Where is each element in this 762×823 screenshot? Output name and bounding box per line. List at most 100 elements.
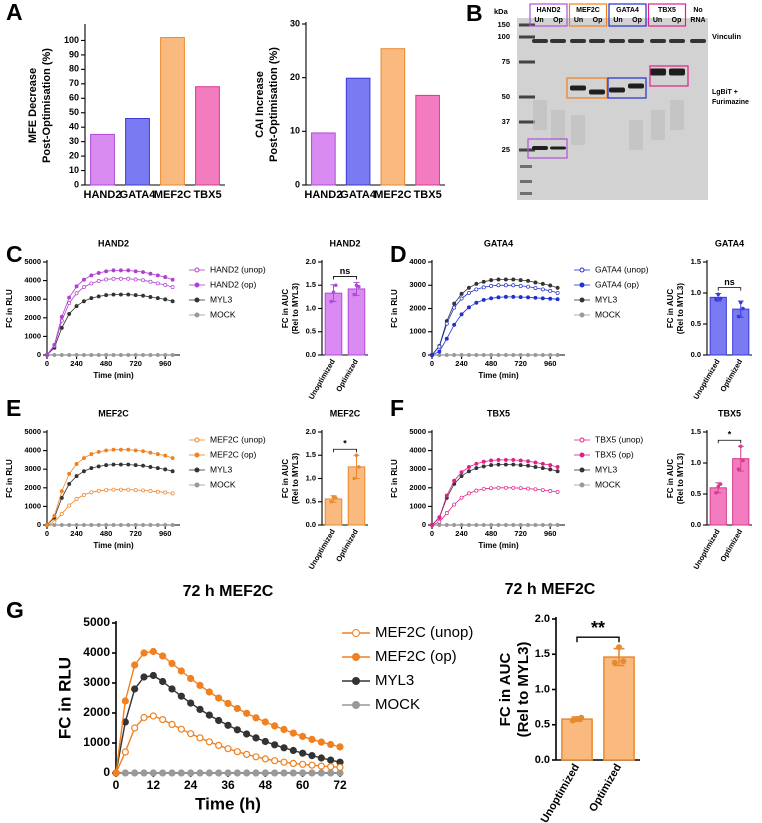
series-marker (474, 461, 479, 466)
x-tick-label: 0 (45, 529, 49, 538)
series-marker (280, 758, 288, 766)
series-marker (489, 278, 494, 283)
series-line (431, 464, 558, 526)
series-marker (555, 290, 560, 295)
series-marker (466, 290, 471, 295)
x-tick-label: Optimized (587, 762, 624, 814)
series-marker (111, 276, 116, 281)
y-tick-label: 0 (37, 520, 41, 529)
y-tick-label: 1.0 (691, 288, 701, 297)
x-tick-label: Unoptimized (691, 357, 722, 401)
x-tick-label: GATA4 (120, 189, 157, 201)
series-marker (459, 495, 464, 500)
series-marker (118, 487, 123, 492)
y-tick-label: 2000 (24, 313, 41, 322)
x-tick-label: 72 (333, 778, 347, 792)
series-marker (503, 457, 508, 462)
data-point (718, 296, 723, 301)
series-marker (59, 314, 64, 319)
series-marker (131, 724, 139, 732)
significance-bracket (333, 448, 357, 453)
x-axis-label: Time (min) (93, 371, 134, 380)
legend-marker (194, 452, 200, 458)
series-marker (148, 489, 153, 493)
y-tick-label: 4000 (83, 645, 110, 659)
series-marker (308, 751, 316, 760)
series-marker (163, 282, 168, 287)
series-marker (196, 681, 204, 690)
series-marker (149, 769, 157, 777)
marker-label: 25 (502, 145, 510, 154)
series-marker (148, 450, 153, 455)
series-marker (89, 353, 94, 357)
series-marker (540, 461, 545, 466)
series-marker (155, 353, 160, 357)
series-marker (148, 465, 153, 469)
series-marker (243, 730, 251, 738)
x-tick-label: 480 (100, 359, 113, 368)
y-tick-label: 2000 (83, 705, 110, 719)
series-marker (74, 497, 79, 501)
series-marker (317, 738, 325, 746)
y-tick-label: 2.0 (535, 613, 550, 625)
legend-marker (194, 467, 200, 473)
data-point (578, 714, 585, 721)
y-tick-label: 0.0 (691, 520, 701, 529)
series-marker (141, 523, 146, 527)
series-line (46, 489, 173, 526)
series-marker (555, 297, 560, 302)
series-marker (155, 296, 160, 301)
series-marker (81, 456, 86, 460)
legend-marker (579, 452, 585, 458)
series-marker (481, 279, 486, 284)
series-marker (271, 722, 279, 730)
series-marker (149, 712, 157, 720)
series-marker (126, 462, 131, 467)
series-marker (308, 761, 316, 769)
kda-label: kDa (494, 7, 509, 16)
ladder-band (519, 95, 535, 99)
series-marker (170, 277, 175, 282)
series-marker (548, 296, 553, 301)
series-marker (555, 523, 560, 527)
x-tick-label: 960 (159, 359, 172, 368)
series-marker (474, 281, 479, 286)
series-marker (280, 725, 288, 734)
series-marker (481, 486, 486, 491)
legend-marker (194, 267, 200, 273)
series-marker (459, 470, 464, 475)
series-marker (126, 268, 131, 273)
legend-label: MYL3 (595, 294, 617, 304)
y-tick-label: 1000 (83, 735, 110, 749)
x-tick-label: MEF2C (374, 189, 411, 201)
series-marker (126, 447, 131, 452)
series-marker (133, 448, 138, 453)
series-line (431, 296, 558, 356)
series-marker (89, 452, 94, 457)
series-marker (308, 769, 316, 777)
series-line (431, 284, 558, 356)
series-marker (289, 769, 297, 777)
series-marker (170, 456, 175, 460)
legend-marker (194, 312, 200, 318)
y-tick-label: 0.0 (535, 754, 550, 766)
series-marker (89, 273, 94, 278)
series-marker (148, 279, 153, 284)
series-marker (163, 297, 168, 302)
series-marker (133, 353, 138, 357)
data-point (329, 499, 333, 504)
data-point (331, 290, 336, 295)
series-marker (336, 743, 344, 751)
significance-label: ns (724, 277, 735, 287)
series-marker (111, 292, 116, 297)
series-marker (518, 486, 523, 491)
y-tick-label: 3000 (24, 464, 41, 473)
y-axis-label: FC in AUC (497, 653, 514, 727)
series-marker (112, 769, 120, 777)
series-marker (155, 273, 160, 278)
legend-label: MOCK (595, 479, 621, 489)
series-marker (526, 459, 531, 464)
series-marker (196, 705, 204, 714)
series-marker (481, 353, 486, 357)
series-marker (481, 464, 486, 469)
